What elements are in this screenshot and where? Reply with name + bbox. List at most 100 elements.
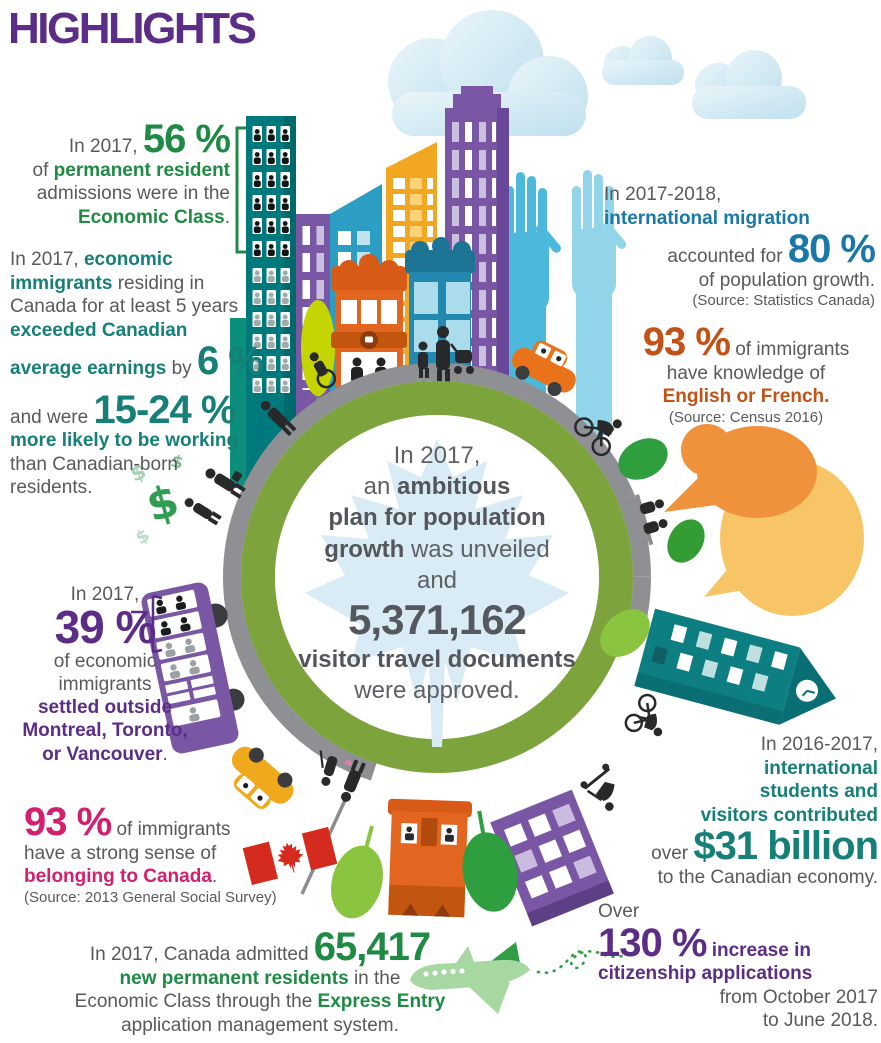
stat-line: over $31 billion [600,824,879,869]
stat-line: to the Canadian economy. [600,866,878,890]
stat-line: settled outside [0,696,210,719]
stat-line: In 2017-2018, [580,183,875,207]
building-purple-hanging [490,789,614,927]
stat-value: 93 % [24,800,112,844]
stat-students: In 2016-2017, international students and… [600,733,879,890]
ring-attachments [141,340,836,1014]
stat-value: $31 billion [693,824,879,869]
text-segment: (Source: Census 2016) [668,408,824,426]
family-with-stroller [418,326,474,383]
text-segment: immigrants [58,674,152,696]
text-segment: have knowledge of [666,362,826,384]
stat-economic-class: In 2017, 56 % of permanent resident admi… [8,117,231,230]
building-clock-tower [634,608,836,725]
stat-line: 130 % increase in [598,920,878,965]
text-segment: In 2017-2018, [604,184,722,205]
text-segment: of immigrants [729,339,850,360]
text-segment: visitor travel documents [298,646,576,674]
stat-line: belonging to Canada. [24,865,314,889]
text-segment: or Vancouver [42,743,163,765]
text-segment: increase in [706,939,811,961]
text-segment: immigrants [10,272,113,294]
building-orange-hanging [387,798,473,918]
stat-line: Over [598,900,878,924]
bracket-39-percent [131,594,163,654]
stat-line: of population growth. [580,269,875,293]
text-segment: average earnings [10,358,167,380]
stat-earnings: In 2017, economic immigrants residing in… [10,248,270,500]
text-segment: by [166,358,197,380]
stat-line: immigrants [0,673,210,696]
stat-line: international migration [580,207,875,231]
text-segment: have a strong sense of [24,842,217,864]
text-segment: an [363,473,398,501]
stat-line: In 2017, [277,440,597,471]
text-segment: international migration [604,207,810,229]
stat-settlement: In 2017, 39 % of economic immigrants set… [0,583,210,766]
stat-citizenship: Over 130 % increase in citizenship appli… [598,900,878,1033]
text-segment: plan for population [328,504,546,532]
text-segment: Canada for at least 5 years [10,296,239,318]
text-segment: admissions were in the [36,183,230,205]
scooter-person-icon [580,763,615,811]
raised-hands-icon [505,170,627,435]
text-segment: of population growth. [698,269,875,291]
dollar-icon: $ [132,525,153,549]
stat-line: students and [600,780,878,804]
page-title: HIGHLIGHTS [8,4,257,53]
city-skyline [230,86,509,500]
stat-source: (Source: Census 2016) [615,409,877,428]
bus-icon [141,582,245,754]
text-segment: economic [83,249,173,270]
stat-value: 130 % [598,920,707,965]
stat-source: (Source: Statistics Canada) [580,292,875,311]
flag-bearer [242,750,366,895]
stat-line: have a strong sense of [24,842,314,866]
stat-line: In 2017, economic [10,248,270,272]
text-segment: were approved. [354,677,520,705]
person-silhouette [260,400,297,437]
taxi-icon [231,746,294,809]
stat-line: Montreal, Toronto, [0,719,210,742]
canada-flag-icon [242,826,338,886]
stat-line: Economic Class. [8,206,230,230]
text-segment: and were [10,406,94,428]
text-segment: belonging to Canada [24,866,212,888]
stat-line: application management system. [55,1014,465,1038]
stat-line: In 2016-2017, [600,733,878,757]
speech-bubbles-icon [664,424,864,616]
stat-migration: In 2017-2018, international migration ac… [580,183,876,311]
stat-line: exceeded Canadian [10,319,270,343]
stat-line: an ambitious [277,471,597,502]
stat-line: more likely to be working [10,429,270,453]
stat-value: 56 % [142,117,231,161]
text-segment: Express Entry [317,991,446,1013]
text-segment: to the Canadian economy. [657,866,878,888]
text-segment: international [763,757,878,779]
cyclist-icon [624,693,663,737]
person-silhouette [184,498,222,526]
stat-line: than Canadian-born [10,453,270,477]
stat-line: have knowledge of [615,362,877,386]
text-segment: accounted for [667,246,788,268]
text-segment: students and [759,781,878,803]
stat-line: admissions were in the [8,182,230,206]
text-segment: more likely to be working [10,430,239,452]
text-segment: to June 2018. [762,1010,878,1032]
stat-value: 39 % [54,601,157,654]
stat-line: visitors contributed [600,804,878,828]
stat-line: visitor travel documents [277,644,597,675]
leaf-icon [600,438,705,657]
text-segment: ambitious [397,473,511,501]
stat-belonging: 93 % of immigrants have a strong sense o… [24,800,314,907]
text-segment: and [416,566,458,594]
person-wheelchair [309,352,337,389]
text-segment: Montreal, Toronto, [22,720,188,742]
text-segment: English or French. [662,386,830,408]
stat-line: In 2017, [0,583,210,606]
text-segment: In 2017, Canada admitted [89,944,314,965]
text-segment: residents. [10,477,93,499]
stat-line: new permanent residents in the [55,967,465,991]
text-segment: In 2017, [393,442,481,469]
